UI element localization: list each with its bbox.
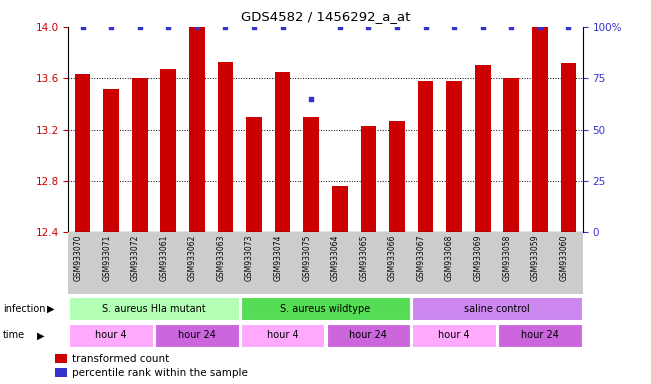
Text: GSM933063: GSM933063 (217, 234, 225, 281)
Bar (389, 121, 405, 232)
Bar (104, 88, 119, 232)
Bar (75, 74, 90, 232)
Bar (327, 324, 410, 346)
Bar (241, 324, 324, 346)
Text: GSM933068: GSM933068 (445, 234, 454, 281)
Bar (498, 324, 581, 346)
Bar (55, 368, 67, 377)
Text: GSM933072: GSM933072 (131, 234, 140, 281)
Point (392, 24, 402, 30)
Point (191, 24, 202, 30)
Bar (532, 27, 547, 232)
Point (421, 24, 431, 30)
Text: GSM933059: GSM933059 (531, 234, 540, 281)
Bar (275, 72, 290, 232)
Text: GSM933067: GSM933067 (417, 234, 426, 281)
Bar (412, 324, 496, 346)
Text: infection: infection (3, 303, 46, 314)
Bar (161, 69, 176, 232)
Text: saline control: saline control (464, 303, 530, 314)
Bar (418, 81, 434, 232)
Point (249, 24, 259, 30)
Text: GSM933064: GSM933064 (331, 234, 340, 281)
Text: GSM933058: GSM933058 (502, 234, 511, 281)
Point (363, 24, 374, 30)
Text: percentile rank within the sample: percentile rank within the sample (72, 367, 248, 378)
Text: GSM933074: GSM933074 (273, 234, 283, 281)
Bar (70, 298, 239, 319)
Bar (412, 298, 581, 319)
Text: GSM933075: GSM933075 (302, 234, 311, 281)
Text: hour 24: hour 24 (178, 330, 216, 341)
Text: hour 24: hour 24 (350, 330, 387, 341)
Text: GSM933073: GSM933073 (245, 234, 254, 281)
Bar (303, 117, 319, 232)
Text: GSM933070: GSM933070 (74, 234, 83, 281)
Bar (361, 126, 376, 232)
Text: hour 4: hour 4 (438, 330, 470, 341)
Point (534, 24, 545, 30)
Text: time: time (3, 330, 25, 341)
Point (220, 24, 230, 30)
Text: S. aureus Hla mutant: S. aureus Hla mutant (102, 303, 206, 314)
Bar (241, 298, 410, 319)
Point (77, 24, 88, 30)
Text: GSM933066: GSM933066 (388, 234, 397, 281)
Bar (246, 117, 262, 232)
Bar (189, 27, 205, 232)
Bar (475, 65, 490, 232)
Text: hour 4: hour 4 (267, 330, 298, 341)
Text: GSM933061: GSM933061 (159, 234, 169, 281)
Bar (561, 63, 576, 232)
Text: GSM933069: GSM933069 (474, 234, 482, 281)
Bar (446, 81, 462, 232)
Text: GSM933065: GSM933065 (359, 234, 368, 281)
Point (277, 24, 288, 30)
Bar (332, 186, 348, 232)
Bar (217, 61, 233, 232)
Point (449, 24, 459, 30)
Text: hour 4: hour 4 (96, 330, 127, 341)
Bar (70, 324, 153, 346)
Point (163, 24, 174, 30)
Text: GSM933071: GSM933071 (102, 234, 111, 281)
Text: ▶: ▶ (47, 303, 55, 314)
Point (106, 24, 117, 30)
Point (306, 96, 316, 102)
Text: GSM933060: GSM933060 (559, 234, 568, 281)
Text: GSM933062: GSM933062 (188, 234, 197, 281)
Bar (132, 78, 148, 232)
Bar (55, 354, 67, 363)
Text: S. aureus wildtype: S. aureus wildtype (281, 303, 370, 314)
Point (477, 24, 488, 30)
Bar (503, 78, 519, 232)
Point (335, 24, 345, 30)
Point (135, 24, 145, 30)
Bar (155, 324, 239, 346)
Point (506, 24, 516, 30)
Text: hour 24: hour 24 (521, 330, 559, 341)
Text: transformed count: transformed count (72, 354, 169, 364)
Point (563, 24, 574, 30)
Text: ▶: ▶ (37, 330, 45, 341)
Text: GDS4582 / 1456292_a_at: GDS4582 / 1456292_a_at (241, 10, 410, 23)
